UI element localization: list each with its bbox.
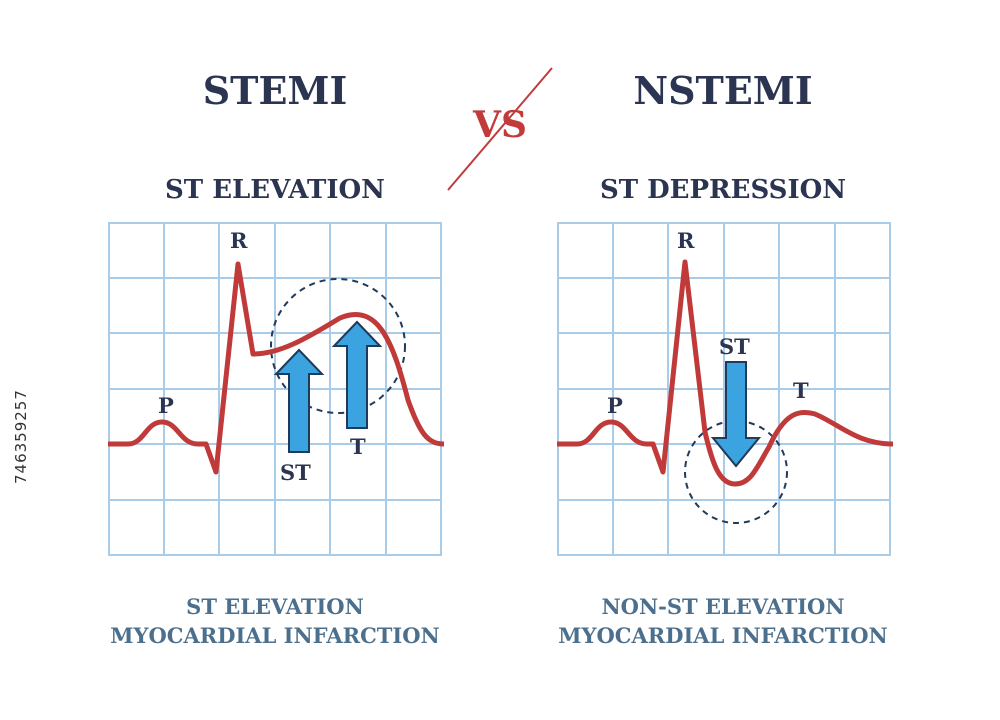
st-elevation-subtitle: ST ELEVATION xyxy=(165,175,385,205)
st-depression-subtitle: ST DEPRESSION xyxy=(599,175,847,205)
stemi-ecg-panel: P R ST T xyxy=(108,222,444,556)
nstemi-title: NSTEMI xyxy=(633,68,813,113)
vs-label: VS xyxy=(473,104,527,146)
r-wave-label: R xyxy=(677,228,695,253)
st-down-arrow xyxy=(710,361,762,468)
caption-line-1: NON-ST ELEVATION xyxy=(601,594,845,619)
caption-line-1: ST ELEVATION xyxy=(186,594,364,619)
r-wave-label: R xyxy=(230,228,248,253)
vs-divider-line xyxy=(447,67,553,191)
st-up-arrow xyxy=(273,348,325,453)
ecg-grid xyxy=(557,222,891,556)
p-wave-label: P xyxy=(158,393,174,418)
stock-id-watermark: 746359257 xyxy=(12,389,30,484)
t-up-arrow xyxy=(331,320,383,429)
ecg-trace xyxy=(557,259,893,487)
nstemi-ecg-panel: P R ST T xyxy=(557,222,893,556)
stemi-caption: ST ELEVATION MYOCARDIAL INFARCTION xyxy=(65,592,485,650)
p-wave-label: P xyxy=(607,393,623,418)
st-segment-label: ST xyxy=(280,460,311,485)
st-elevation-highlight-circle xyxy=(270,278,406,414)
caption-line-2: MYOCARDIAL INFARCTION xyxy=(110,623,440,648)
ecg-trace xyxy=(108,261,444,475)
stemi-title: STEMI xyxy=(202,68,348,113)
ecg-grid xyxy=(108,222,442,556)
t-wave-label: T xyxy=(350,434,366,459)
nstemi-caption: NON-ST ELEVATION MYOCARDIAL INFARCTION xyxy=(513,592,933,650)
st-segment-label: ST xyxy=(719,334,750,359)
st-depression-highlight-circle xyxy=(684,420,788,524)
t-wave-label: T xyxy=(793,378,809,403)
caption-line-2: MYOCARDIAL INFARCTION xyxy=(558,623,888,648)
